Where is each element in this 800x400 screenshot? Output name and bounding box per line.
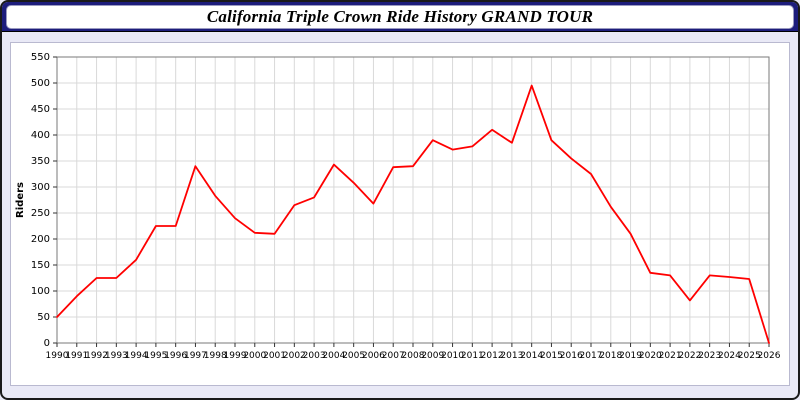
svg-text:2022: 2022 <box>678 351 701 361</box>
svg-text:2000: 2000 <box>243 351 266 361</box>
svg-text:2021: 2021 <box>659 351 682 361</box>
svg-text:150: 150 <box>31 260 50 271</box>
svg-text:0: 0 <box>44 338 50 349</box>
svg-text:1996: 1996 <box>164 351 187 361</box>
svg-text:2008: 2008 <box>402 351 425 361</box>
svg-text:100: 100 <box>31 286 50 297</box>
svg-text:2018: 2018 <box>599 351 622 361</box>
svg-text:1990: 1990 <box>46 351 69 361</box>
svg-text:2010: 2010 <box>441 351 464 361</box>
svg-text:1997: 1997 <box>184 351 207 361</box>
svg-text:2023: 2023 <box>698 351 721 361</box>
svg-text:2003: 2003 <box>303 351 326 361</box>
svg-text:2011: 2011 <box>461 351 484 361</box>
svg-text:1991: 1991 <box>65 351 88 361</box>
chart-panel: 0 50 100 150 200 250 300 350 400 450 500 550 1990 199… <box>10 42 790 386</box>
svg-text:2006: 2006 <box>362 351 385 361</box>
svg-text:2001: 2001 <box>263 351 286 361</box>
svg-text:2016: 2016 <box>560 351 583 361</box>
svg-text:2002: 2002 <box>283 351 306 361</box>
svg-text:300: 300 <box>31 182 50 193</box>
svg-text:2005: 2005 <box>342 351 365 361</box>
svg-text:1992: 1992 <box>85 351 108 361</box>
svg-text:2014: 2014 <box>520 351 543 361</box>
svg-text:450: 450 <box>31 104 50 115</box>
page-title: California Triple Crown Ride History GRA… <box>206 7 594 26</box>
svg-text:2020: 2020 <box>639 351 662 361</box>
svg-text:2012: 2012 <box>481 351 504 361</box>
svg-text:2013: 2013 <box>500 351 523 361</box>
title-box: California Triple Crown Ride History GRA… <box>6 5 794 29</box>
svg-text:2026: 2026 <box>758 351 781 361</box>
svg-text:250: 250 <box>31 208 50 219</box>
svg-text:2015: 2015 <box>540 351 563 361</box>
svg-text:500: 500 <box>31 78 50 89</box>
svg-text:1993: 1993 <box>105 351 128 361</box>
svg-text:1994: 1994 <box>125 351 148 361</box>
svg-text:1998: 1998 <box>204 351 227 361</box>
svg-text:400: 400 <box>31 130 50 141</box>
svg-text:Riders: Riders <box>15 182 26 218</box>
svg-text:2007: 2007 <box>382 351 405 361</box>
svg-text:2009: 2009 <box>421 351 444 361</box>
svg-text:1999: 1999 <box>224 351 247 361</box>
svg-text:2004: 2004 <box>322 351 345 361</box>
svg-text:2025: 2025 <box>738 351 761 361</box>
svg-text:1995: 1995 <box>144 351 167 361</box>
svg-text:2019: 2019 <box>619 351 642 361</box>
svg-text:550: 550 <box>31 52 50 63</box>
svg-text:50: 50 <box>37 312 50 323</box>
svg-text:2024: 2024 <box>718 351 741 361</box>
line-chart: 0501001502002503003504004505005501990199… <box>15 52 781 361</box>
svg-text:350: 350 <box>31 156 50 167</box>
title-bar: California Triple Crown Ride History GRA… <box>2 2 798 32</box>
svg-text:2017: 2017 <box>580 351 603 361</box>
svg-text:200: 200 <box>31 234 50 245</box>
